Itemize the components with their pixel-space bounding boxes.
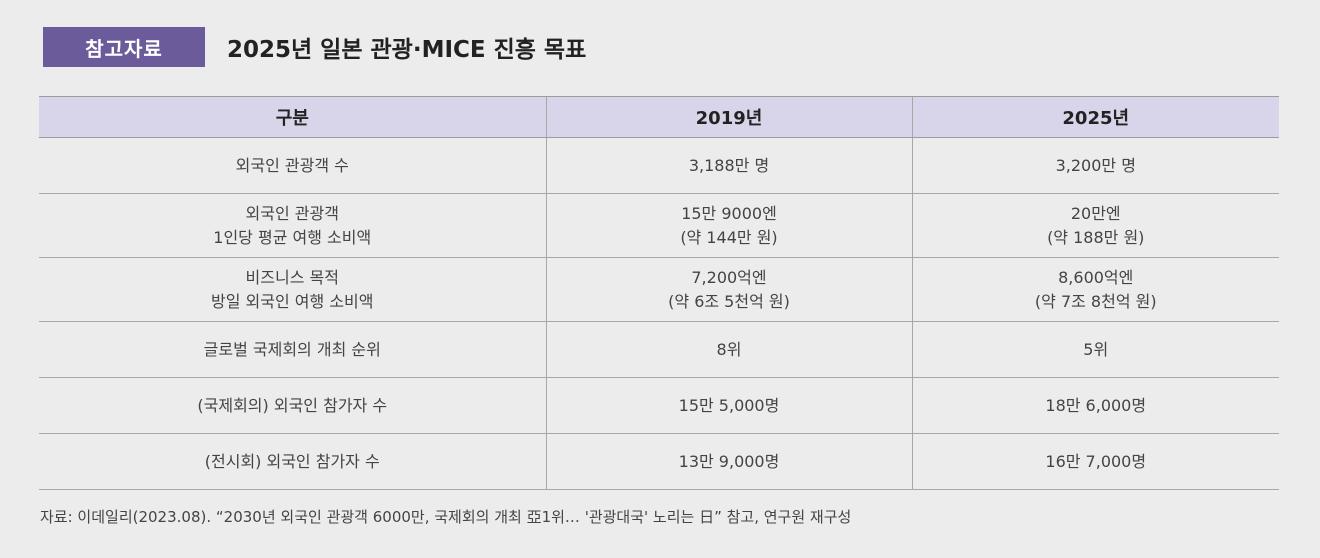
- value-2025: 18만 6,000명: [911, 377, 1279, 434]
- column-header-2019: 2019년: [545, 96, 912, 138]
- header: 참고자료 2025년 일본 관광·MICE 진흥 목표: [43, 27, 586, 67]
- row-label: (전시회) 외국인 참가자 수: [39, 433, 546, 490]
- value-2025: 5위: [911, 321, 1279, 378]
- value-2019: 8위: [545, 321, 912, 378]
- value-2025: 3,200만 명: [911, 137, 1279, 194]
- row-label: 비즈니스 목적 방일 외국인 여행 소비액: [39, 257, 546, 322]
- value-2025: 16만 7,000명: [911, 433, 1279, 490]
- value-2019: 7,200억엔 (약 6조 5천억 원): [545, 257, 912, 322]
- source-note: 자료: 이데일리(2023.08). “2030년 외국인 관광객 6000만,…: [40, 508, 852, 526]
- row-label: 외국인 관광객 1인당 평균 여행 소비액: [39, 193, 546, 258]
- value-2025: 8,600억엔 (약 7조 8천억 원): [911, 257, 1279, 322]
- column-header-category: 구분: [39, 96, 546, 138]
- value-2019: 15만 9000엔 (약 144만 원): [545, 193, 912, 258]
- table-row: 비즈니스 목적 방일 외국인 여행 소비액 7,200억엔 (약 6조 5천억 …: [39, 257, 1279, 322]
- table-row: (전시회) 외국인 참가자 수 13만 9,000명 16만 7,000명: [39, 433, 1279, 490]
- table-row: 외국인 관광객 1인당 평균 여행 소비액 15만 9000엔 (약 144만 …: [39, 193, 1279, 258]
- value-2019: 13만 9,000명: [545, 433, 912, 490]
- value-2025: 20만엔 (약 188만 원): [911, 193, 1279, 258]
- value-2019: 3,188만 명: [545, 137, 912, 194]
- row-label: 외국인 관광객 수: [39, 137, 546, 194]
- row-label: 글로벌 국제회의 개최 순위: [39, 321, 546, 378]
- page-title: 2025년 일본 관광·MICE 진흥 목표: [227, 37, 587, 63]
- row-label: (국제회의) 외국인 참가자 수: [39, 377, 546, 434]
- table-row: (국제회의) 외국인 참가자 수 15만 5,000명 18만 6,000명: [39, 377, 1279, 434]
- table-row: 외국인 관광객 수 3,188만 명 3,200만 명: [39, 137, 1279, 194]
- comparison-table: 구분 2019년 2025년 외국인 관광객 수 3,188만 명 3,200만…: [39, 96, 1279, 490]
- value-2019: 15만 5,000명: [545, 377, 912, 434]
- table-row: 글로벌 국제회의 개최 순위 8위 5위: [39, 321, 1279, 378]
- table-header-row: 구분 2019년 2025년: [39, 96, 1279, 138]
- reference-badge: 참고자료: [43, 27, 205, 67]
- column-header-2025: 2025년: [911, 96, 1279, 138]
